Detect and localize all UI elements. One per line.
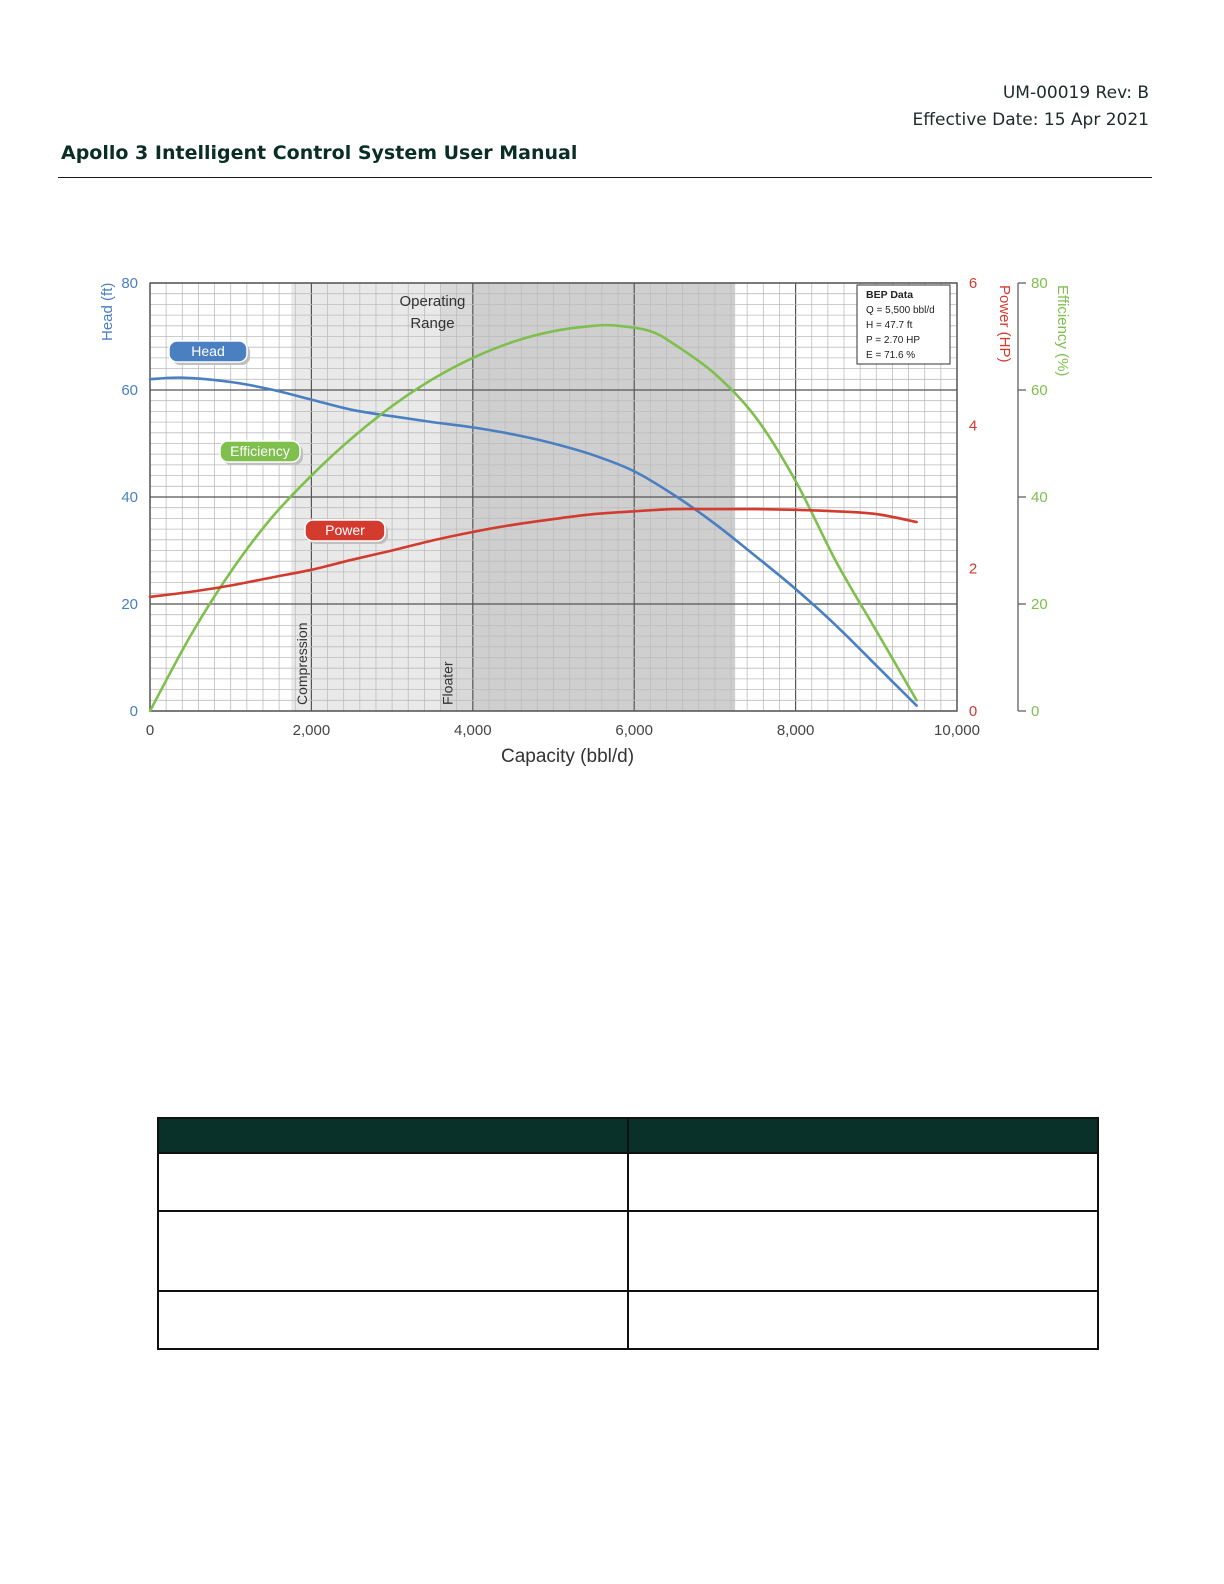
bep-data-line: Q = 5,500 bbl/d [866,305,935,316]
head-axis-tick-label: 0 [130,703,138,720]
series-line-head [148,376,918,707]
series-line-efficiency [148,323,918,713]
series-tag-label: Head [191,343,224,359]
x-tick-label: 2,000 [293,722,331,739]
bep-data-line: E = 71.6 % [866,350,915,361]
series-tag-efficiency [219,440,301,463]
table-row [157,1210,1099,1292]
power-axis-tick-label: 0 [969,703,977,720]
head-axis-tick-label: 40 [121,489,138,506]
table-cell [627,1210,1099,1292]
table-cell [627,1152,1099,1212]
table-row [157,1290,1099,1350]
table-cell [157,1290,629,1350]
efficiency-axis-tick-label: 40 [1031,489,1048,506]
efficiency-axis-tick-label: 0 [1031,703,1039,720]
series-tag-power [304,519,386,542]
efficiency-axis-tick-label: 60 [1031,382,1048,399]
head-axis-tick-label: 20 [121,596,138,613]
table-cell [157,1152,629,1212]
bep-data-box [856,284,951,365]
x-tick-label: 8,000 [777,722,815,739]
power-axis-tick-label: 6 [969,275,977,292]
head-axis-tick-label: 80 [121,275,138,292]
efficiency-axis-tick-label: 20 [1031,596,1048,613]
manual-title: Apollo 3 Intelligent Control System User… [61,142,578,164]
power-axis-title: Power (HP) [996,285,1013,363]
table-row [157,1152,1099,1212]
table-header-cell [157,1117,629,1154]
x-tick-label: 10,000 [934,722,980,739]
floater-label: Floater [440,661,456,705]
series-tag-label: Efficiency [230,443,290,459]
plot-frame [149,282,958,712]
series-tag-label: Power [325,522,365,538]
operating-range-label: Range [410,315,454,332]
x-tick-label: 0 [146,722,154,739]
head-axis-title: Head (ft) [99,283,116,341]
efficiency-axis-title: Efficiency (%) [1054,285,1071,376]
doc-id: UM-00019 Rev: B [1002,83,1149,103]
x-tick-label: 4,000 [454,722,492,739]
header-rule [58,177,1152,178]
x-tick-label: 6,000 [615,722,653,739]
pump-performance-chart: Operating Range Compression Floater BEP Data… [99,275,1071,767]
series-tag-head [168,340,248,363]
power-axis-tick-label: 4 [969,418,977,435]
x-axis-title: Capacity (bbl/d) [501,746,634,767]
table-header-row [157,1117,1099,1154]
table-cell [627,1290,1099,1350]
efficiency-axis-tick-label: 80 [1031,275,1048,292]
table-header-cell [627,1117,1099,1154]
blank-table [157,1117,1099,1350]
bep-data-title: BEP Data [866,289,913,301]
bep-data-line: P = 2.70 HP [866,335,920,346]
effective-date: Effective Date: 15 Apr 2021 [912,110,1149,130]
series-line-power [148,507,918,599]
operating-range-label: Operating [400,293,466,310]
compression-label: Compression [294,623,310,705]
table-cell [157,1210,629,1292]
head-axis-tick-label: 60 [121,382,138,399]
power-axis-tick-label: 2 [969,560,977,577]
bep-data-line: H = 47.7 ft [866,320,913,331]
